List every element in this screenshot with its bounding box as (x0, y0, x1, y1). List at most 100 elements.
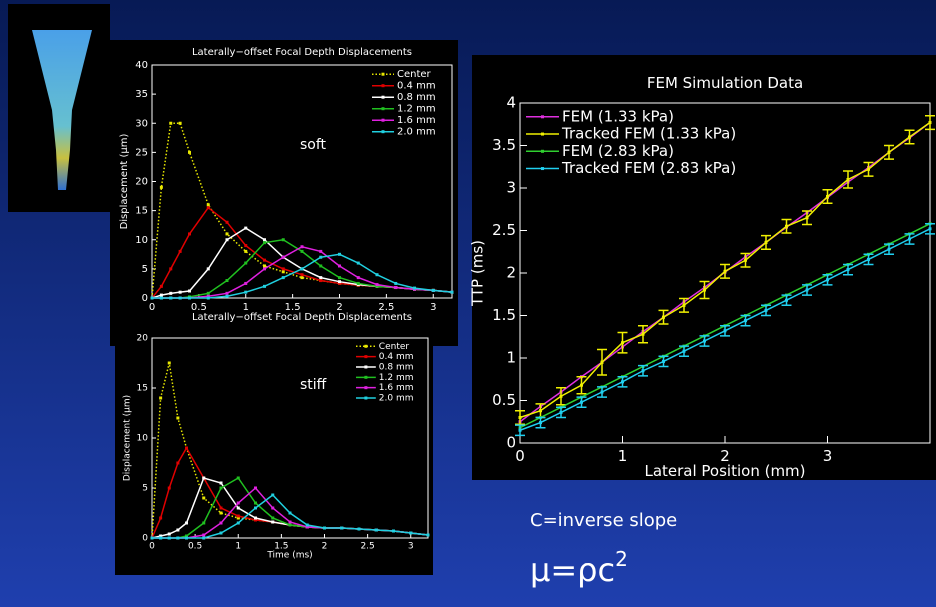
y-tick-label: 20 (135, 177, 148, 188)
legend-label: Tracked FEM (1.33 kPa) (561, 125, 736, 143)
marker (908, 136, 911, 139)
y-tick-label: 3.5 (492, 136, 516, 154)
marker (765, 241, 768, 244)
marker (207, 203, 210, 206)
marker (826, 278, 829, 281)
legend-label: 2.0 mm (397, 127, 436, 138)
x-tick-label: 3 (408, 542, 414, 552)
marker (176, 537, 179, 540)
marker (560, 411, 563, 414)
marker (785, 225, 788, 228)
marker (202, 537, 205, 540)
marker (340, 527, 343, 530)
marker (263, 238, 266, 241)
marker (580, 401, 583, 404)
marker (254, 487, 257, 490)
legend-marker (364, 397, 367, 400)
marker (176, 529, 179, 532)
marker (301, 250, 304, 253)
marker (427, 534, 430, 537)
marker (220, 522, 223, 525)
x-tick-label: 0 (515, 447, 525, 465)
marker (867, 258, 870, 261)
marker (168, 487, 171, 490)
legend-marker (364, 365, 367, 368)
marker (539, 409, 542, 412)
marker (724, 270, 727, 273)
marker (185, 522, 188, 525)
marker (301, 273, 304, 276)
marker (888, 248, 891, 251)
marker (319, 279, 322, 282)
marker (202, 477, 205, 480)
marker (358, 528, 361, 531)
y-tick-label: 0 (506, 434, 516, 452)
marker (271, 507, 274, 510)
marker (254, 507, 257, 510)
marker (244, 227, 247, 230)
marker (220, 512, 223, 515)
marker (357, 262, 360, 265)
marker (220, 482, 223, 485)
legend-label: Center (379, 342, 410, 352)
marker (226, 232, 229, 235)
marker (244, 262, 247, 265)
slide: C=inverse slope μ=ρc2 Laterally−offset F… (0, 0, 936, 607)
y-tick-label: 2.5 (492, 221, 516, 239)
marker (376, 273, 379, 276)
formula-superscript: 2 (615, 547, 628, 571)
marker (220, 507, 223, 510)
marker (282, 270, 285, 273)
marker (220, 532, 223, 535)
legend-marker (541, 115, 544, 118)
y-tick-label: 3 (506, 179, 516, 197)
marker (357, 282, 360, 285)
marker (744, 259, 747, 262)
x-tick-label: 3 (430, 302, 436, 313)
x-tick-label: 0.5 (188, 542, 202, 552)
marker (188, 232, 191, 235)
marker (806, 289, 809, 292)
marker (263, 285, 266, 288)
marker (188, 297, 191, 300)
marker (867, 168, 870, 171)
legend-label: 1.6 mm (379, 383, 414, 393)
legend-label: Center (397, 69, 432, 80)
marker (169, 292, 172, 295)
marker (323, 527, 326, 530)
marker (168, 362, 171, 365)
formula-text: μ=ρc (530, 551, 615, 589)
marker (319, 250, 322, 253)
marker (263, 264, 266, 267)
y-tick-label: 4 (506, 94, 516, 112)
marker (160, 297, 163, 300)
note-text: C=inverse slope (530, 510, 677, 531)
marker (179, 297, 182, 300)
marker (237, 502, 240, 505)
marker (207, 267, 210, 270)
marker (560, 395, 563, 398)
marker (282, 256, 285, 259)
x-tick-label: 1 (235, 542, 241, 552)
marker (683, 350, 686, 353)
y-axis-label: Displacement (μm) (119, 133, 130, 229)
legend-marker (382, 119, 385, 122)
y-tick-label: 20 (137, 334, 149, 344)
marker (392, 530, 395, 533)
legend-label: Tracked FEM (2.83 kPa) (561, 159, 736, 177)
marker (202, 522, 205, 525)
legend-label: 1.6 mm (397, 115, 436, 126)
y-tick-label: 1 (506, 349, 516, 367)
marker (179, 122, 182, 125)
legend-marker (382, 96, 385, 99)
marker (160, 294, 163, 297)
marker (226, 279, 229, 282)
y-tick-label: 35 (135, 89, 148, 100)
marker (237, 507, 240, 510)
marker (244, 282, 247, 285)
legend-marker (364, 345, 367, 348)
annotation: soft (300, 137, 327, 153)
marker (185, 447, 188, 450)
marker (319, 264, 322, 267)
legend-label: 0.8 mm (397, 92, 436, 103)
